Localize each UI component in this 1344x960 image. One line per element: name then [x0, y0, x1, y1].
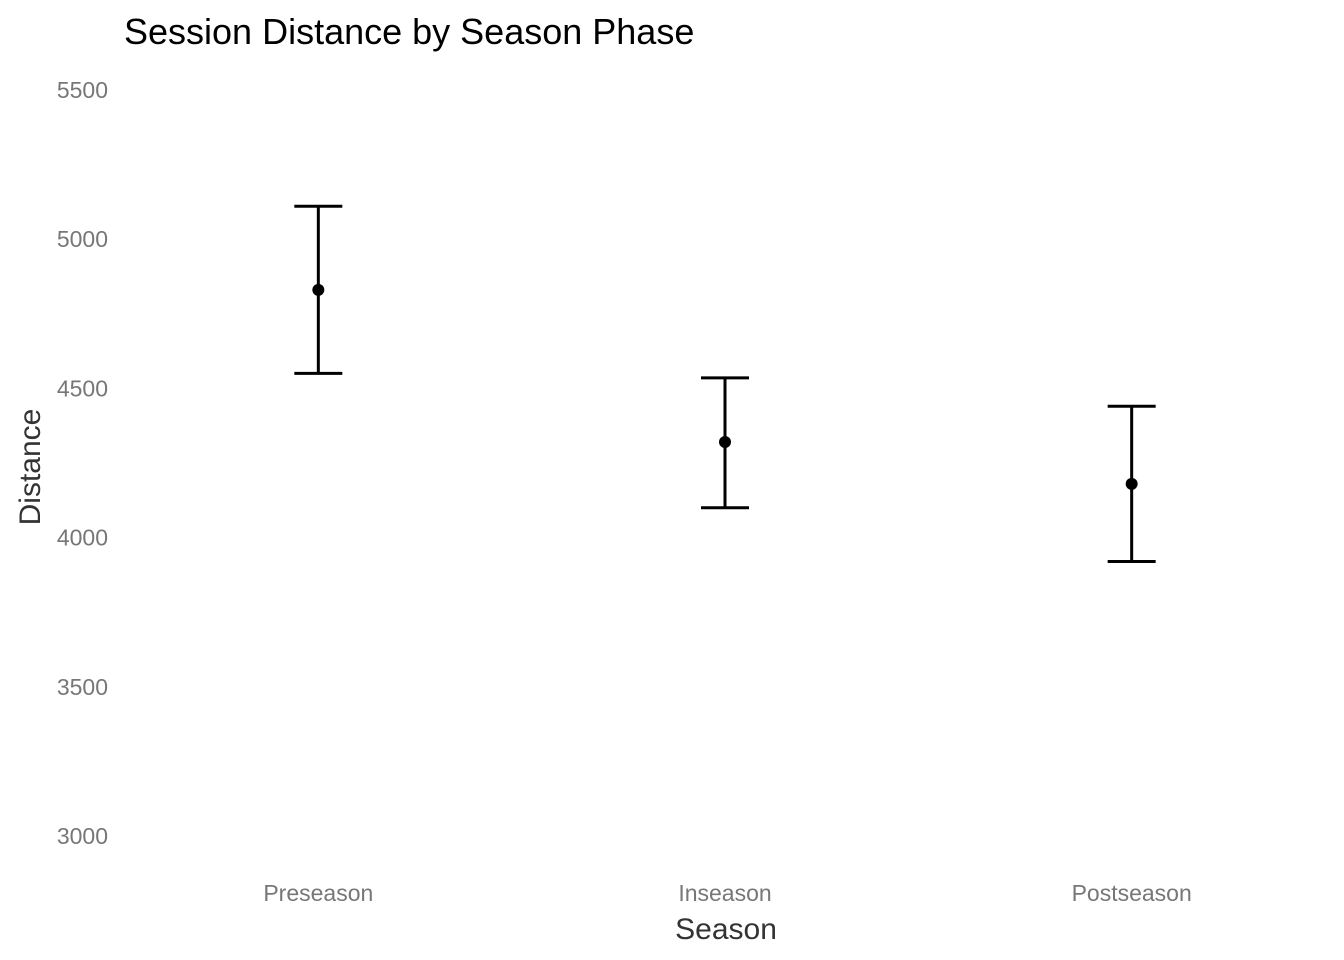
x-axis-title: Season — [675, 913, 777, 946]
errorbar-marks — [294, 204, 1156, 563]
y-tick-label: 5500 — [57, 77, 108, 103]
y-tick-label: 4000 — [57, 525, 108, 551]
x-tick-label: Postseason — [1072, 880, 1192, 906]
x-tick-label: Inseason — [678, 880, 771, 906]
mean-point-postseason — [1125, 477, 1138, 490]
mean-point-preseason — [312, 283, 325, 296]
y-tick-label: 4500 — [57, 375, 108, 401]
y-tick-label: 3000 — [57, 823, 108, 849]
errorbar-preseason — [294, 204, 343, 375]
errorbar-inseason — [701, 376, 749, 510]
y-axis-title: Distance — [14, 409, 47, 526]
mean-point-inseason — [719, 436, 731, 449]
x-axis-ticks: Preseason Inseason Postseason — [263, 880, 1191, 906]
errorbar-postseason — [1107, 404, 1156, 563]
y-tick-label: 3500 — [57, 674, 108, 700]
x-tick-label: Preseason — [263, 880, 373, 906]
chart-title: Session Distance by Season Phase — [124, 11, 694, 52]
y-tick-label: 5000 — [57, 226, 108, 252]
y-axis-ticks: 3000 3500 4000 4500 5000 5500 — [57, 77, 108, 849]
